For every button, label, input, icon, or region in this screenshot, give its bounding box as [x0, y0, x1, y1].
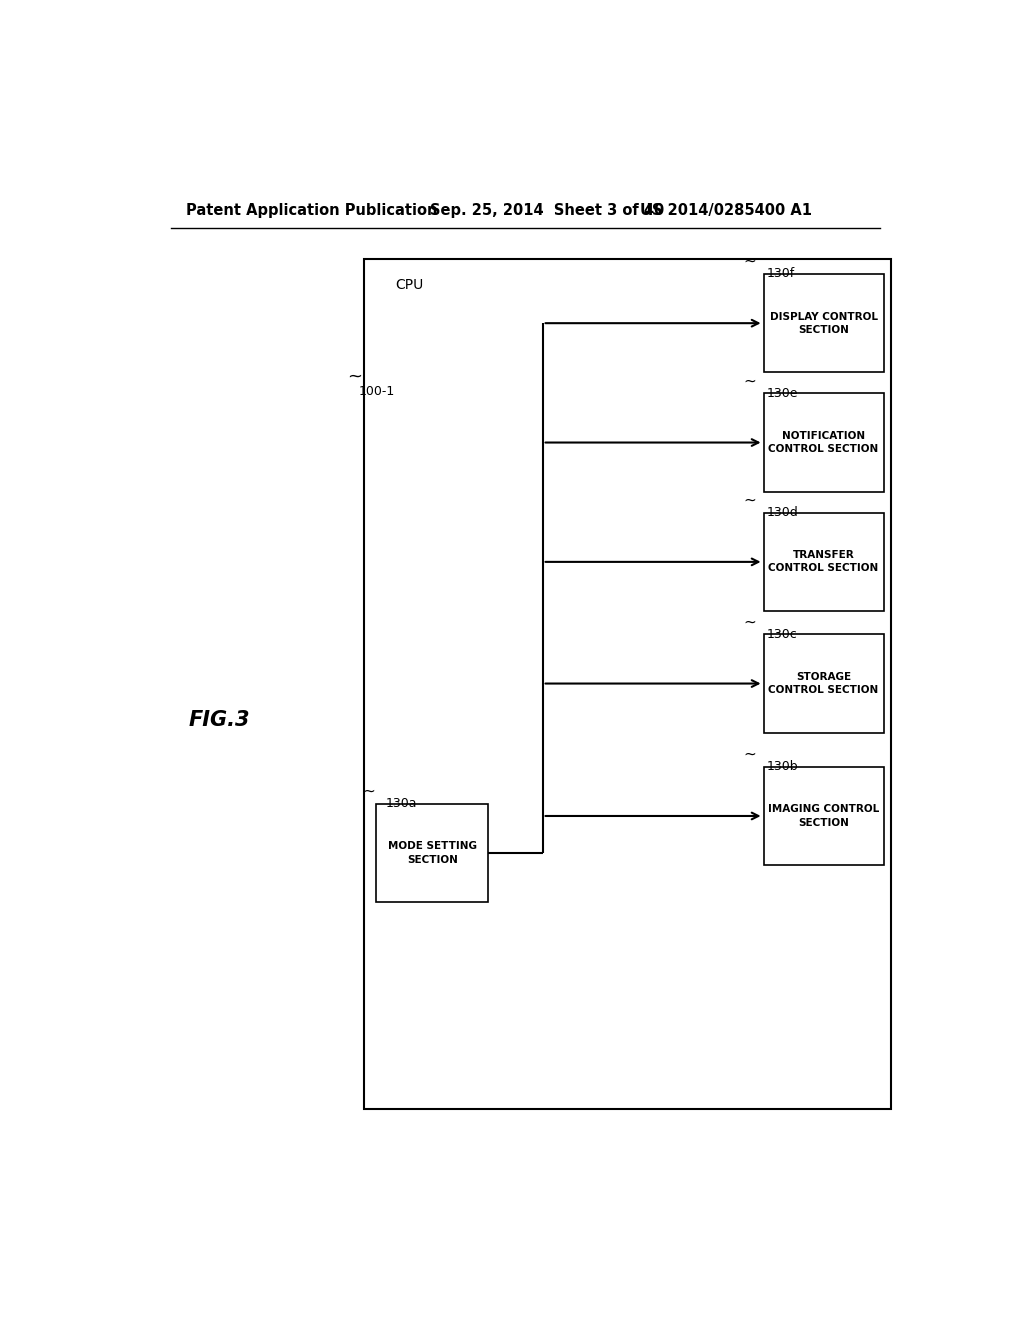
Text: 130b: 130b: [767, 760, 799, 774]
Text: US 2014/0285400 A1: US 2014/0285400 A1: [640, 203, 811, 218]
Text: ~: ~: [347, 367, 362, 385]
Text: 130a: 130a: [385, 797, 417, 810]
Text: 100-1: 100-1: [359, 385, 395, 399]
Text: IMAGING CONTROL
SECTION: IMAGING CONTROL SECTION: [768, 804, 880, 828]
Text: ~: ~: [743, 614, 756, 630]
Text: 130d: 130d: [767, 506, 799, 519]
Bar: [764, 393, 884, 492]
Text: ~: ~: [743, 374, 756, 388]
Text: TRANSFER
CONTROL SECTION: TRANSFER CONTROL SECTION: [768, 550, 879, 573]
Bar: [764, 512, 884, 611]
Bar: [376, 804, 488, 903]
Text: Patent Application Publication: Patent Application Publication: [186, 203, 437, 218]
Bar: [764, 767, 884, 866]
Bar: [764, 275, 884, 372]
Text: NOTIFICATION
CONTROL SECTION: NOTIFICATION CONTROL SECTION: [768, 430, 879, 454]
Text: MODE SETTING
SECTION: MODE SETTING SECTION: [388, 841, 477, 865]
Text: CPU: CPU: [395, 279, 424, 293]
Bar: [365, 259, 891, 1109]
Text: 130f: 130f: [767, 268, 795, 280]
Text: 130c: 130c: [767, 628, 798, 640]
Text: STORAGE
CONTROL SECTION: STORAGE CONTROL SECTION: [768, 672, 879, 696]
Text: ~: ~: [743, 492, 756, 508]
Text: ~: ~: [743, 747, 756, 762]
Bar: [764, 635, 884, 733]
Text: ~: ~: [743, 253, 756, 269]
Text: FIG.3: FIG.3: [188, 710, 250, 730]
Text: DISPLAY CONTROL
SECTION: DISPLAY CONTROL SECTION: [770, 312, 878, 335]
Text: ~: ~: [361, 784, 375, 799]
Text: 130e: 130e: [767, 387, 798, 400]
Text: Sep. 25, 2014  Sheet 3 of 40: Sep. 25, 2014 Sheet 3 of 40: [430, 203, 665, 218]
